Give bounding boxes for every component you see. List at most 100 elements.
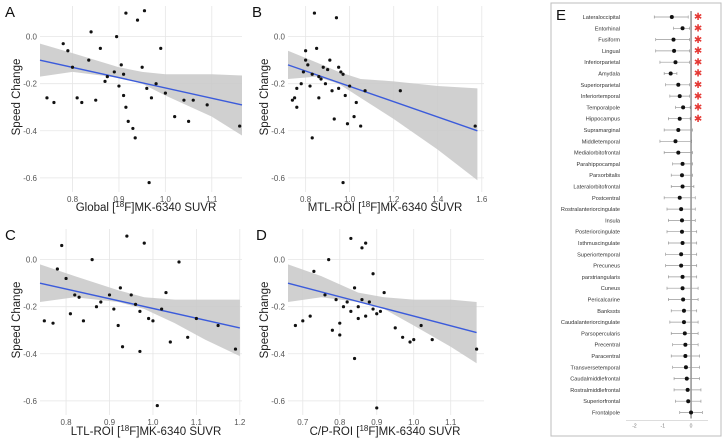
panel-e-estimate-point — [680, 274, 685, 279]
panel-c-data-point — [129, 293, 133, 297]
panel-b-data-point — [326, 67, 330, 72]
panel-e-row-label: Parahippocampal — [576, 162, 620, 168]
panel-e-estimate-point — [679, 229, 684, 234]
panel-a-data-point — [186, 119, 191, 123]
panel-d-regression-line — [287, 282, 477, 334]
panel-e-estimate-point — [680, 241, 685, 245]
panel-a-data-point — [142, 9, 147, 13]
panel-c-data-point — [107, 293, 112, 297]
panel-a-confidence-band — [40, 43, 242, 136]
panel-e-row-label: Isthmuscingulate — [578, 241, 620, 247]
panel-e-estimate-point — [679, 173, 684, 178]
panel-c-data-point — [177, 260, 181, 264]
panel-b-x-tick-label: 1.0 — [344, 195, 356, 204]
panel-d-data-point — [401, 335, 405, 339]
panel-e-row-label: Precuneus — [593, 264, 620, 270]
panel-e-estimate-point — [676, 128, 681, 132]
panel-d-y-tick-label: -0.4 — [271, 350, 285, 359]
panel-d-data-point — [475, 347, 479, 351]
panel-e-estimate-point — [683, 342, 688, 347]
panel-e-row-label: Medialorbitofrontal — [574, 151, 620, 157]
panel-a-y-tick-label: -0.2 — [23, 80, 37, 89]
panel-d-y-axis-label: Speed Change — [259, 282, 271, 359]
panel-e-estimate-point — [668, 71, 673, 76]
panel-e-row-label: Superiortemporal — [577, 252, 620, 258]
panel-e-x-tick-label: -1 — [661, 424, 666, 430]
panel-e-row-label: Fusiform — [598, 38, 620, 44]
panel-e-row-label: Caudalanteriorcingulate — [561, 320, 620, 326]
panel-e-estimate-point — [680, 286, 685, 291]
panel-a-data-point — [140, 65, 144, 69]
panel-c-data-point — [125, 234, 129, 238]
panel-c-data-point — [64, 276, 68, 281]
panel-e-estimate-point — [677, 195, 682, 200]
panel-a-x-axis-label: Global [18F]MK-6340 SUVR — [76, 200, 217, 214]
panel-d-data-point — [308, 314, 312, 318]
panel-e-significance-star-icon: ✱ — [694, 91, 702, 102]
panel-a-data-point — [89, 30, 93, 34]
panel-a-x-axis-label-sup: 18 — [115, 200, 124, 209]
panel-e-estimate-point — [676, 82, 681, 87]
panel-d-data-point — [356, 305, 360, 309]
panel-d-data-point — [323, 293, 327, 297]
panel-e-row-label: Amydala — [598, 72, 621, 78]
panel-a-data-point — [66, 49, 70, 53]
panel-d-y-tick-label: 0.0 — [274, 256, 286, 265]
panel-e-estimate-point — [683, 365, 688, 370]
panel-b-data-point — [339, 70, 343, 74]
panel-a-data-point — [124, 105, 128, 109]
panel-e-significance-star-icon: ✱ — [694, 12, 702, 23]
panel-d-x-tick-label: 0.7 — [297, 418, 309, 427]
panel-b-data-point — [352, 115, 356, 119]
panel-b-data-point — [317, 75, 321, 79]
panel-b-data-point — [304, 49, 308, 53]
panel-d-data-point — [349, 236, 353, 241]
panel-d-x-tick-label: 0.9 — [371, 418, 383, 427]
panel-b-data-point — [321, 65, 325, 69]
panel-c-x-axis-label: LTL-ROI [18F]MK-6340 SUVR — [71, 424, 222, 438]
panel-c-data-point — [112, 307, 116, 311]
panel-c-x-tick-label: 0.8 — [61, 418, 73, 427]
panel-b-data-point — [299, 82, 303, 86]
panel-a-data-point — [80, 100, 84, 105]
panel-a-data-point — [75, 96, 79, 100]
panel-a-data-point — [173, 115, 177, 119]
panel-b-data-point — [310, 136, 314, 140]
panel-a-label: A — [5, 4, 15, 21]
panel-a-data-point — [133, 136, 137, 140]
panel-b-data-point — [345, 122, 350, 126]
panel-d-x-tick-label: 1.1 — [445, 418, 457, 427]
panel-e-estimate-point — [681, 320, 686, 325]
panel-a-data-point — [119, 63, 123, 67]
panel-c-label: C — [5, 227, 16, 244]
panel-e-significance-star-icon: ✱ — [694, 80, 702, 91]
panel-e-row-label: Temporalpole — [586, 105, 620, 111]
panel-a-data-point — [131, 126, 135, 131]
panel-a-x-tick-label: 0.8 — [67, 195, 79, 204]
panel-d-data-point — [327, 258, 331, 262]
panel-c-scatter: C 0.8 0.9 1.0 1.1 1.2 0.0 -0.2 -0.4 -0.6 Speed C… — [5, 227, 246, 438]
panel-d-data-point — [378, 309, 383, 314]
panel-c-data-point — [147, 316, 151, 321]
panel-e-row-label: Entorhinal — [595, 26, 620, 32]
panel-c-x-tick-label: 1.1 — [191, 418, 203, 427]
panel-b-data-point — [341, 72, 345, 76]
panel-e-estimate-point — [680, 184, 685, 189]
panel-c-x-axis-label-post: F]MK-6340 SUVR — [129, 426, 221, 438]
panel-c-data-point — [142, 241, 146, 245]
panel-b-data-point — [308, 84, 312, 88]
panel-b-data-point — [334, 16, 339, 20]
panel-d-confidence-band — [288, 264, 477, 364]
panel-a-data-point — [98, 46, 102, 50]
panel-a-y-tick-label: 0.0 — [26, 33, 38, 42]
panel-d-data-point — [349, 309, 353, 314]
panel-c-data-point — [118, 286, 122, 290]
panel-d-data-point — [408, 340, 412, 344]
panel-d-data-point — [419, 323, 423, 328]
panel-e-estimate-point — [673, 60, 678, 65]
panel-c-data-point — [216, 323, 220, 328]
panel-d-data-point — [393, 326, 397, 330]
panel-a-x-axis-label-post: F]MK-6340 SUVR — [124, 202, 216, 214]
panel-d-data-point — [382, 290, 386, 295]
panel-e-row-label: Supramarginal — [584, 128, 620, 134]
